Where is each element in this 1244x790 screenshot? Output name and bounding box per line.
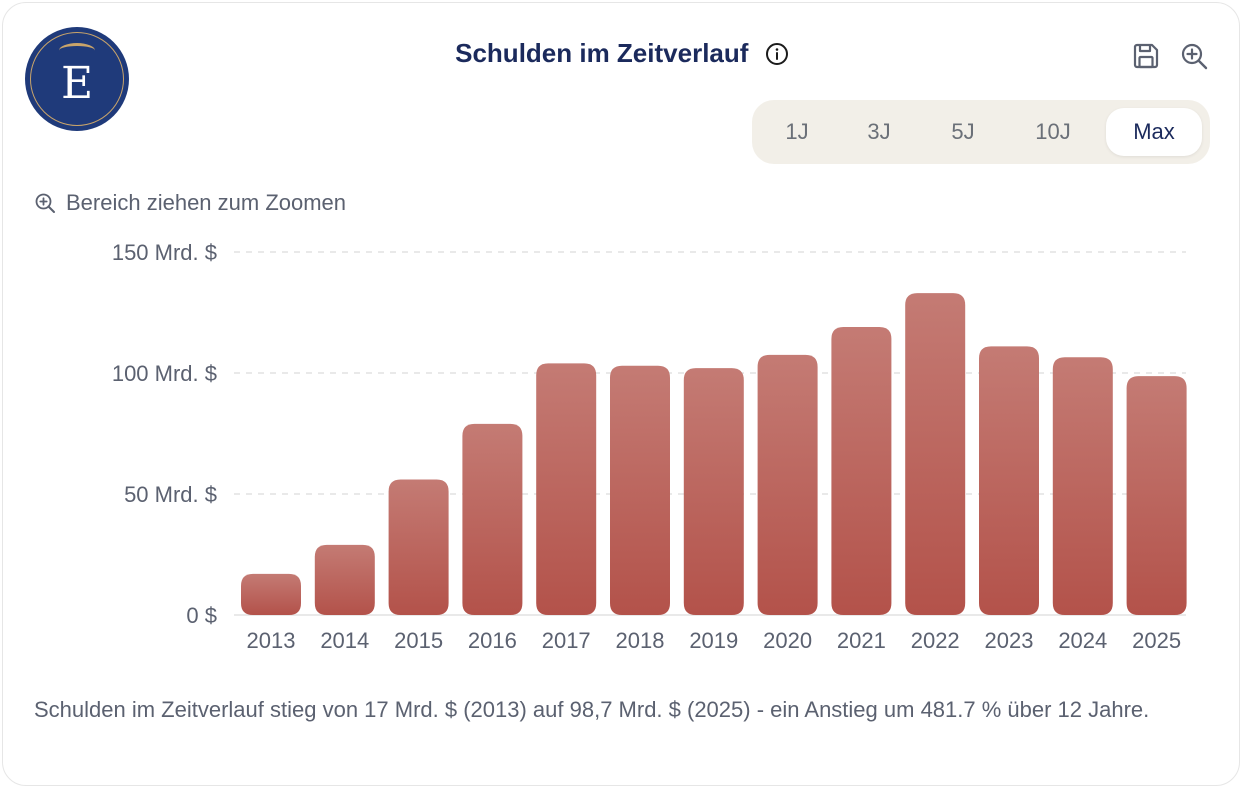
x-tick-label: 2019 — [689, 628, 738, 653]
info-icon[interactable] — [765, 42, 789, 66]
bar-2023[interactable] — [979, 346, 1039, 615]
logo-ring — [30, 32, 124, 126]
bar-2016[interactable] — [462, 423, 523, 615]
bar-2014[interactable] — [314, 544, 375, 615]
bar-2024[interactable] — [1052, 357, 1113, 615]
chart-header: Schulden im Zeitverlauf — [0, 38, 1244, 69]
bar-2018[interactable] — [610, 365, 670, 615]
range-button-5j[interactable]: 5J — [951, 119, 975, 144]
range-button-max[interactable]: Max — [1106, 108, 1202, 156]
bar-2020[interactable] — [757, 354, 818, 615]
x-tick-label: 2023 — [985, 628, 1034, 653]
range-button-3j[interactable]: 3J — [867, 119, 891, 144]
logo-letter: E — [60, 57, 94, 109]
x-tick-label: 2016 — [468, 628, 517, 653]
bar-2022[interactable] — [905, 293, 966, 615]
x-tick-label: 2024 — [1058, 628, 1107, 653]
range-button-10j[interactable]: 10J — [1035, 119, 1071, 144]
x-tick-label: 2013 — [247, 628, 296, 653]
chart-title: Schulden im Zeitverlauf — [455, 38, 749, 68]
chart-summary: Schulden im Zeitverlauf stieg von 17 Mrd… — [34, 697, 1150, 722]
range-selector: 1J 3J 5J 10J Max — [752, 100, 1210, 164]
zoom-hint: Bereich ziehen zum Zoomen — [34, 190, 346, 216]
bar-2019[interactable] — [683, 368, 744, 615]
y-tick-label: 0 $ — [186, 603, 217, 628]
bar-2025[interactable] — [1126, 376, 1187, 615]
y-tick-label: 50 Mrd. $ — [124, 482, 217, 507]
x-tick-label: 2020 — [763, 628, 812, 653]
x-tick-label: 2021 — [837, 628, 886, 653]
save-icon[interactable] — [1130, 40, 1162, 72]
x-tick-label: 2014 — [320, 628, 369, 653]
bar-chart[interactable]: 0 $ 50 Mrd. $ 100 Mrd. $ 150 Mrd. $ 2013 2014… — [0, 230, 1244, 670]
bar-2015[interactable] — [388, 479, 449, 615]
x-tick-label: 2025 — [1132, 628, 1181, 653]
y-tick-label: 100 Mrd. $ — [112, 361, 217, 386]
zoom-hint-text: Bereich ziehen zum Zoomen — [66, 190, 347, 215]
bar-2021[interactable] — [831, 327, 892, 615]
x-tick-label: 2015 — [394, 628, 443, 653]
zoom-in-icon[interactable] — [1178, 40, 1210, 72]
range-button-1j[interactable]: 1J — [785, 119, 809, 144]
logo-arc — [59, 43, 95, 58]
x-tick-label: 2017 — [542, 628, 591, 653]
zoom-hint-icon — [35, 193, 55, 213]
bar-2017[interactable] — [536, 363, 597, 615]
x-tick-label: 2022 — [911, 628, 960, 653]
brand-logo: E — [25, 27, 129, 131]
y-tick-label: 150 Mrd. $ — [112, 240, 217, 265]
x-tick-label: 2018 — [616, 628, 665, 653]
bar-2013[interactable] — [241, 573, 301, 615]
